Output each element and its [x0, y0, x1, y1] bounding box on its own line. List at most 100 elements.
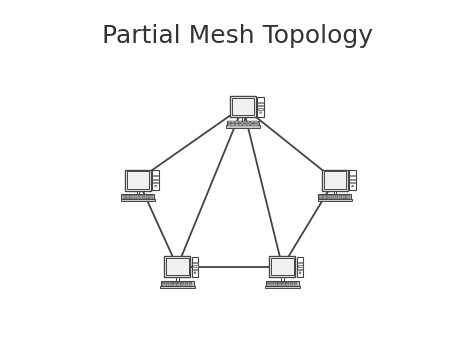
Bar: [235, 121, 238, 123]
Bar: [281, 277, 283, 281]
Bar: [274, 283, 278, 284]
Bar: [346, 195, 350, 196]
Bar: [121, 194, 155, 199]
Bar: [294, 282, 297, 283]
Bar: [265, 286, 300, 288]
Bar: [298, 269, 302, 270]
Bar: [294, 283, 297, 284]
Bar: [185, 284, 188, 286]
Bar: [149, 195, 153, 196]
Bar: [231, 121, 235, 123]
Bar: [191, 257, 198, 277]
Bar: [290, 282, 293, 283]
Bar: [173, 282, 177, 283]
Bar: [271, 282, 274, 283]
Bar: [127, 172, 149, 189]
Bar: [153, 182, 158, 183]
Bar: [192, 265, 198, 267]
Bar: [170, 282, 173, 283]
Bar: [149, 198, 153, 199]
Bar: [278, 283, 282, 284]
Bar: [283, 283, 285, 284]
Bar: [146, 195, 149, 196]
Bar: [271, 284, 274, 286]
Bar: [166, 284, 169, 286]
Bar: [323, 198, 327, 199]
Bar: [269, 256, 295, 277]
Bar: [146, 198, 149, 199]
Bar: [127, 196, 130, 198]
Text: Partial Mesh Topology: Partial Mesh Topology: [101, 24, 373, 48]
Bar: [258, 102, 263, 103]
Bar: [255, 124, 258, 125]
Bar: [286, 283, 290, 284]
Bar: [247, 121, 250, 123]
Bar: [166, 283, 169, 284]
Bar: [181, 284, 184, 286]
Bar: [338, 196, 342, 198]
Bar: [243, 123, 246, 124]
Bar: [323, 195, 327, 196]
Bar: [226, 125, 260, 128]
Bar: [318, 199, 352, 201]
Bar: [343, 198, 346, 199]
Bar: [152, 170, 159, 190]
Bar: [164, 256, 191, 277]
Bar: [170, 284, 173, 286]
Bar: [130, 196, 134, 198]
Bar: [346, 196, 350, 198]
Bar: [127, 195, 130, 196]
Bar: [130, 198, 134, 199]
Bar: [343, 195, 346, 196]
Bar: [251, 124, 254, 125]
Bar: [181, 283, 184, 284]
Bar: [335, 198, 338, 199]
Bar: [283, 284, 285, 286]
Bar: [286, 282, 290, 283]
Bar: [185, 283, 188, 284]
Bar: [294, 284, 297, 286]
Bar: [350, 182, 355, 183]
Bar: [267, 284, 270, 286]
Bar: [274, 284, 278, 286]
Bar: [146, 196, 149, 198]
Bar: [123, 196, 126, 198]
Bar: [251, 123, 254, 124]
Bar: [243, 124, 246, 125]
Bar: [327, 198, 330, 199]
Bar: [258, 105, 263, 106]
Bar: [138, 196, 141, 198]
Bar: [177, 282, 181, 283]
Bar: [134, 198, 137, 199]
Bar: [189, 284, 192, 286]
Bar: [298, 262, 302, 263]
Bar: [283, 282, 285, 283]
Bar: [251, 121, 254, 123]
Bar: [290, 284, 293, 286]
Bar: [232, 98, 254, 115]
Bar: [350, 175, 355, 177]
Bar: [166, 258, 189, 276]
Bar: [274, 282, 278, 283]
Bar: [235, 124, 238, 125]
Bar: [327, 196, 330, 198]
Bar: [271, 283, 274, 284]
Bar: [346, 198, 350, 199]
Bar: [142, 195, 145, 196]
Bar: [189, 283, 192, 284]
Bar: [138, 195, 141, 196]
Bar: [278, 282, 282, 283]
Bar: [271, 258, 293, 276]
Bar: [319, 198, 323, 199]
Bar: [338, 198, 342, 199]
Bar: [343, 196, 346, 198]
Bar: [239, 124, 242, 125]
Bar: [255, 123, 258, 124]
Bar: [278, 284, 282, 286]
Bar: [298, 265, 302, 267]
Bar: [189, 282, 192, 283]
Bar: [227, 121, 259, 125]
Bar: [138, 198, 141, 199]
Bar: [319, 195, 323, 196]
Bar: [125, 169, 151, 191]
